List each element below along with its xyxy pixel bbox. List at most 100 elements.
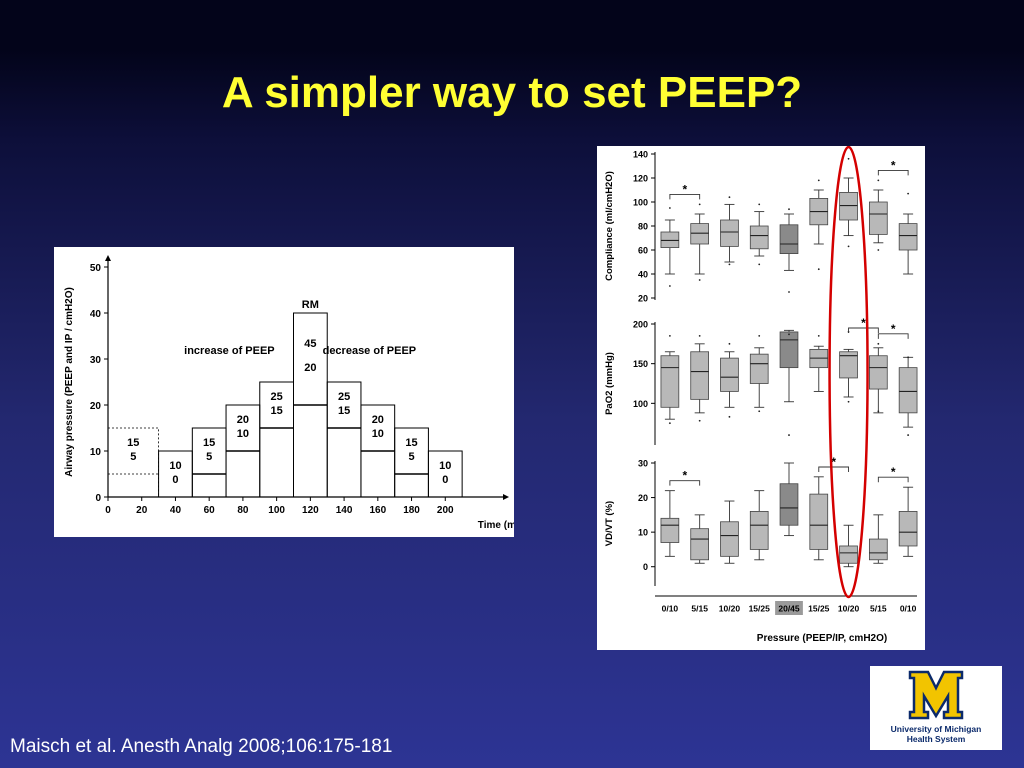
outlier-point xyxy=(728,415,731,418)
peep-value-label: 0 xyxy=(172,474,178,486)
ip-value-label: 25 xyxy=(338,391,350,403)
significance-star: * xyxy=(831,455,836,469)
outlier-point xyxy=(788,208,790,211)
outlier-point xyxy=(817,179,820,182)
outlier-point xyxy=(668,285,671,287)
block-m-logo-icon: University of Michigan Health System xyxy=(891,670,982,744)
block-m-shape xyxy=(908,670,964,720)
y-tick-label: 100 xyxy=(633,198,648,208)
significance-bracket xyxy=(669,193,701,200)
y-tick-label: 200 xyxy=(633,320,648,330)
x-tick-label: 100 xyxy=(268,505,285,516)
peep-value-label: 0 xyxy=(442,474,448,486)
box-iqr xyxy=(779,483,799,526)
y-tick-label: 60 xyxy=(638,246,648,256)
peep-value-label: 5 xyxy=(408,451,414,463)
ip-value-label: 10 xyxy=(169,460,181,472)
category-label: 0/10 xyxy=(900,604,917,614)
ip-value-label: 20 xyxy=(372,414,384,426)
peep-value-label: 10 xyxy=(237,428,249,440)
category-label: 5/15 xyxy=(870,604,887,614)
category-label: 10/20 xyxy=(719,604,741,614)
outlier-point xyxy=(788,434,790,436)
box-iqr xyxy=(720,521,739,557)
y-tick-label: 50 xyxy=(90,263,102,274)
x-axis-title: Time (min) xyxy=(478,520,514,531)
category-label: 20/45 xyxy=(778,604,800,614)
box-iqr xyxy=(898,367,918,414)
outlier-point xyxy=(788,291,790,293)
outlier-point xyxy=(847,245,850,248)
y-tick-label: 20 xyxy=(90,401,102,412)
y-tick-label: 10 xyxy=(90,447,102,458)
logo-line2: Health System xyxy=(907,734,966,744)
ip-value-label: 45 xyxy=(304,338,316,350)
outlier-point xyxy=(728,263,731,266)
peep-value-label: 15 xyxy=(271,405,283,417)
y-tick-label: 80 xyxy=(638,222,648,232)
panel-y-axis-title: VD/VT (%) xyxy=(604,501,615,546)
y-tick-label: 20 xyxy=(638,493,648,503)
x-tick-label: 60 xyxy=(204,505,216,516)
box-iqr xyxy=(809,493,829,550)
chart-annotation: increase of PEEP xyxy=(184,345,275,357)
outlier-point xyxy=(817,335,820,337)
y-tick-label: 150 xyxy=(633,359,648,369)
significance-star: * xyxy=(861,316,866,330)
x-tick-label: 200 xyxy=(437,505,454,516)
x-axis-arrow xyxy=(503,494,509,500)
box-iqr xyxy=(868,538,888,561)
x-tick-label: 0 xyxy=(105,505,111,516)
logo-line1: University of Michigan xyxy=(891,724,982,734)
boxplot-figure: 20 40 60 80 100 120 140 Compliance (ml/cmH2O) * *… xyxy=(597,145,925,650)
block-m-icon xyxy=(908,670,964,720)
x-axis-title: Pressure (PEEP/IP, cmH2O) xyxy=(757,633,887,644)
box-iqr xyxy=(690,528,709,561)
highlight-category-bg xyxy=(775,601,803,615)
box-iqr xyxy=(749,510,769,550)
pressure-step-box xyxy=(427,450,463,498)
box-iqr xyxy=(660,355,680,408)
outlier-point xyxy=(907,192,910,195)
box-iqr xyxy=(660,231,680,248)
box-iqr xyxy=(779,331,799,369)
airway-pressure-chart: 0 10 20 30 40 50 0 20 40 60 80 100 120 140 160 180 200 Ti… xyxy=(54,247,528,537)
y-tick-label: 40 xyxy=(90,309,102,320)
box-iqr xyxy=(868,201,888,235)
highlight-ellipse xyxy=(828,145,869,599)
category-label: 0/10 xyxy=(662,604,679,614)
x-tick-label: 40 xyxy=(170,505,182,516)
significance-bracket xyxy=(877,476,909,483)
x-tick-label: 120 xyxy=(302,505,319,516)
outlier-point xyxy=(877,342,880,345)
outlier-point xyxy=(668,335,671,337)
box-iqr xyxy=(839,192,858,221)
y-tick-label: 140 xyxy=(633,150,648,160)
box-iqr xyxy=(898,510,918,547)
box-iqr xyxy=(720,357,739,392)
box-iqr xyxy=(839,351,858,379)
peep-value-label: 10 xyxy=(372,428,384,440)
y-axis-arrow xyxy=(105,255,111,261)
outlier-point xyxy=(728,196,731,199)
significance-star: * xyxy=(891,465,896,479)
significance-bracket xyxy=(669,480,701,486)
box-iqr xyxy=(660,517,680,543)
significance-bracket xyxy=(877,333,909,339)
y-tick-label: 0 xyxy=(643,562,648,572)
university-logo: University of Michigan Health System xyxy=(870,666,1002,750)
significance-bracket xyxy=(818,466,850,472)
y-tick-label: 0 xyxy=(95,493,101,504)
outlier-point xyxy=(877,179,880,182)
outlier-point xyxy=(698,335,701,337)
peep-value-label: 20 xyxy=(304,362,316,374)
outlier-point xyxy=(907,356,910,359)
x-tick-label: 160 xyxy=(369,505,386,516)
outlier-point xyxy=(758,410,761,413)
y-tick-label: 100 xyxy=(633,399,648,409)
category-label: 15/25 xyxy=(749,604,771,614)
significance-bracket xyxy=(848,327,879,333)
outlier-point xyxy=(668,422,671,425)
